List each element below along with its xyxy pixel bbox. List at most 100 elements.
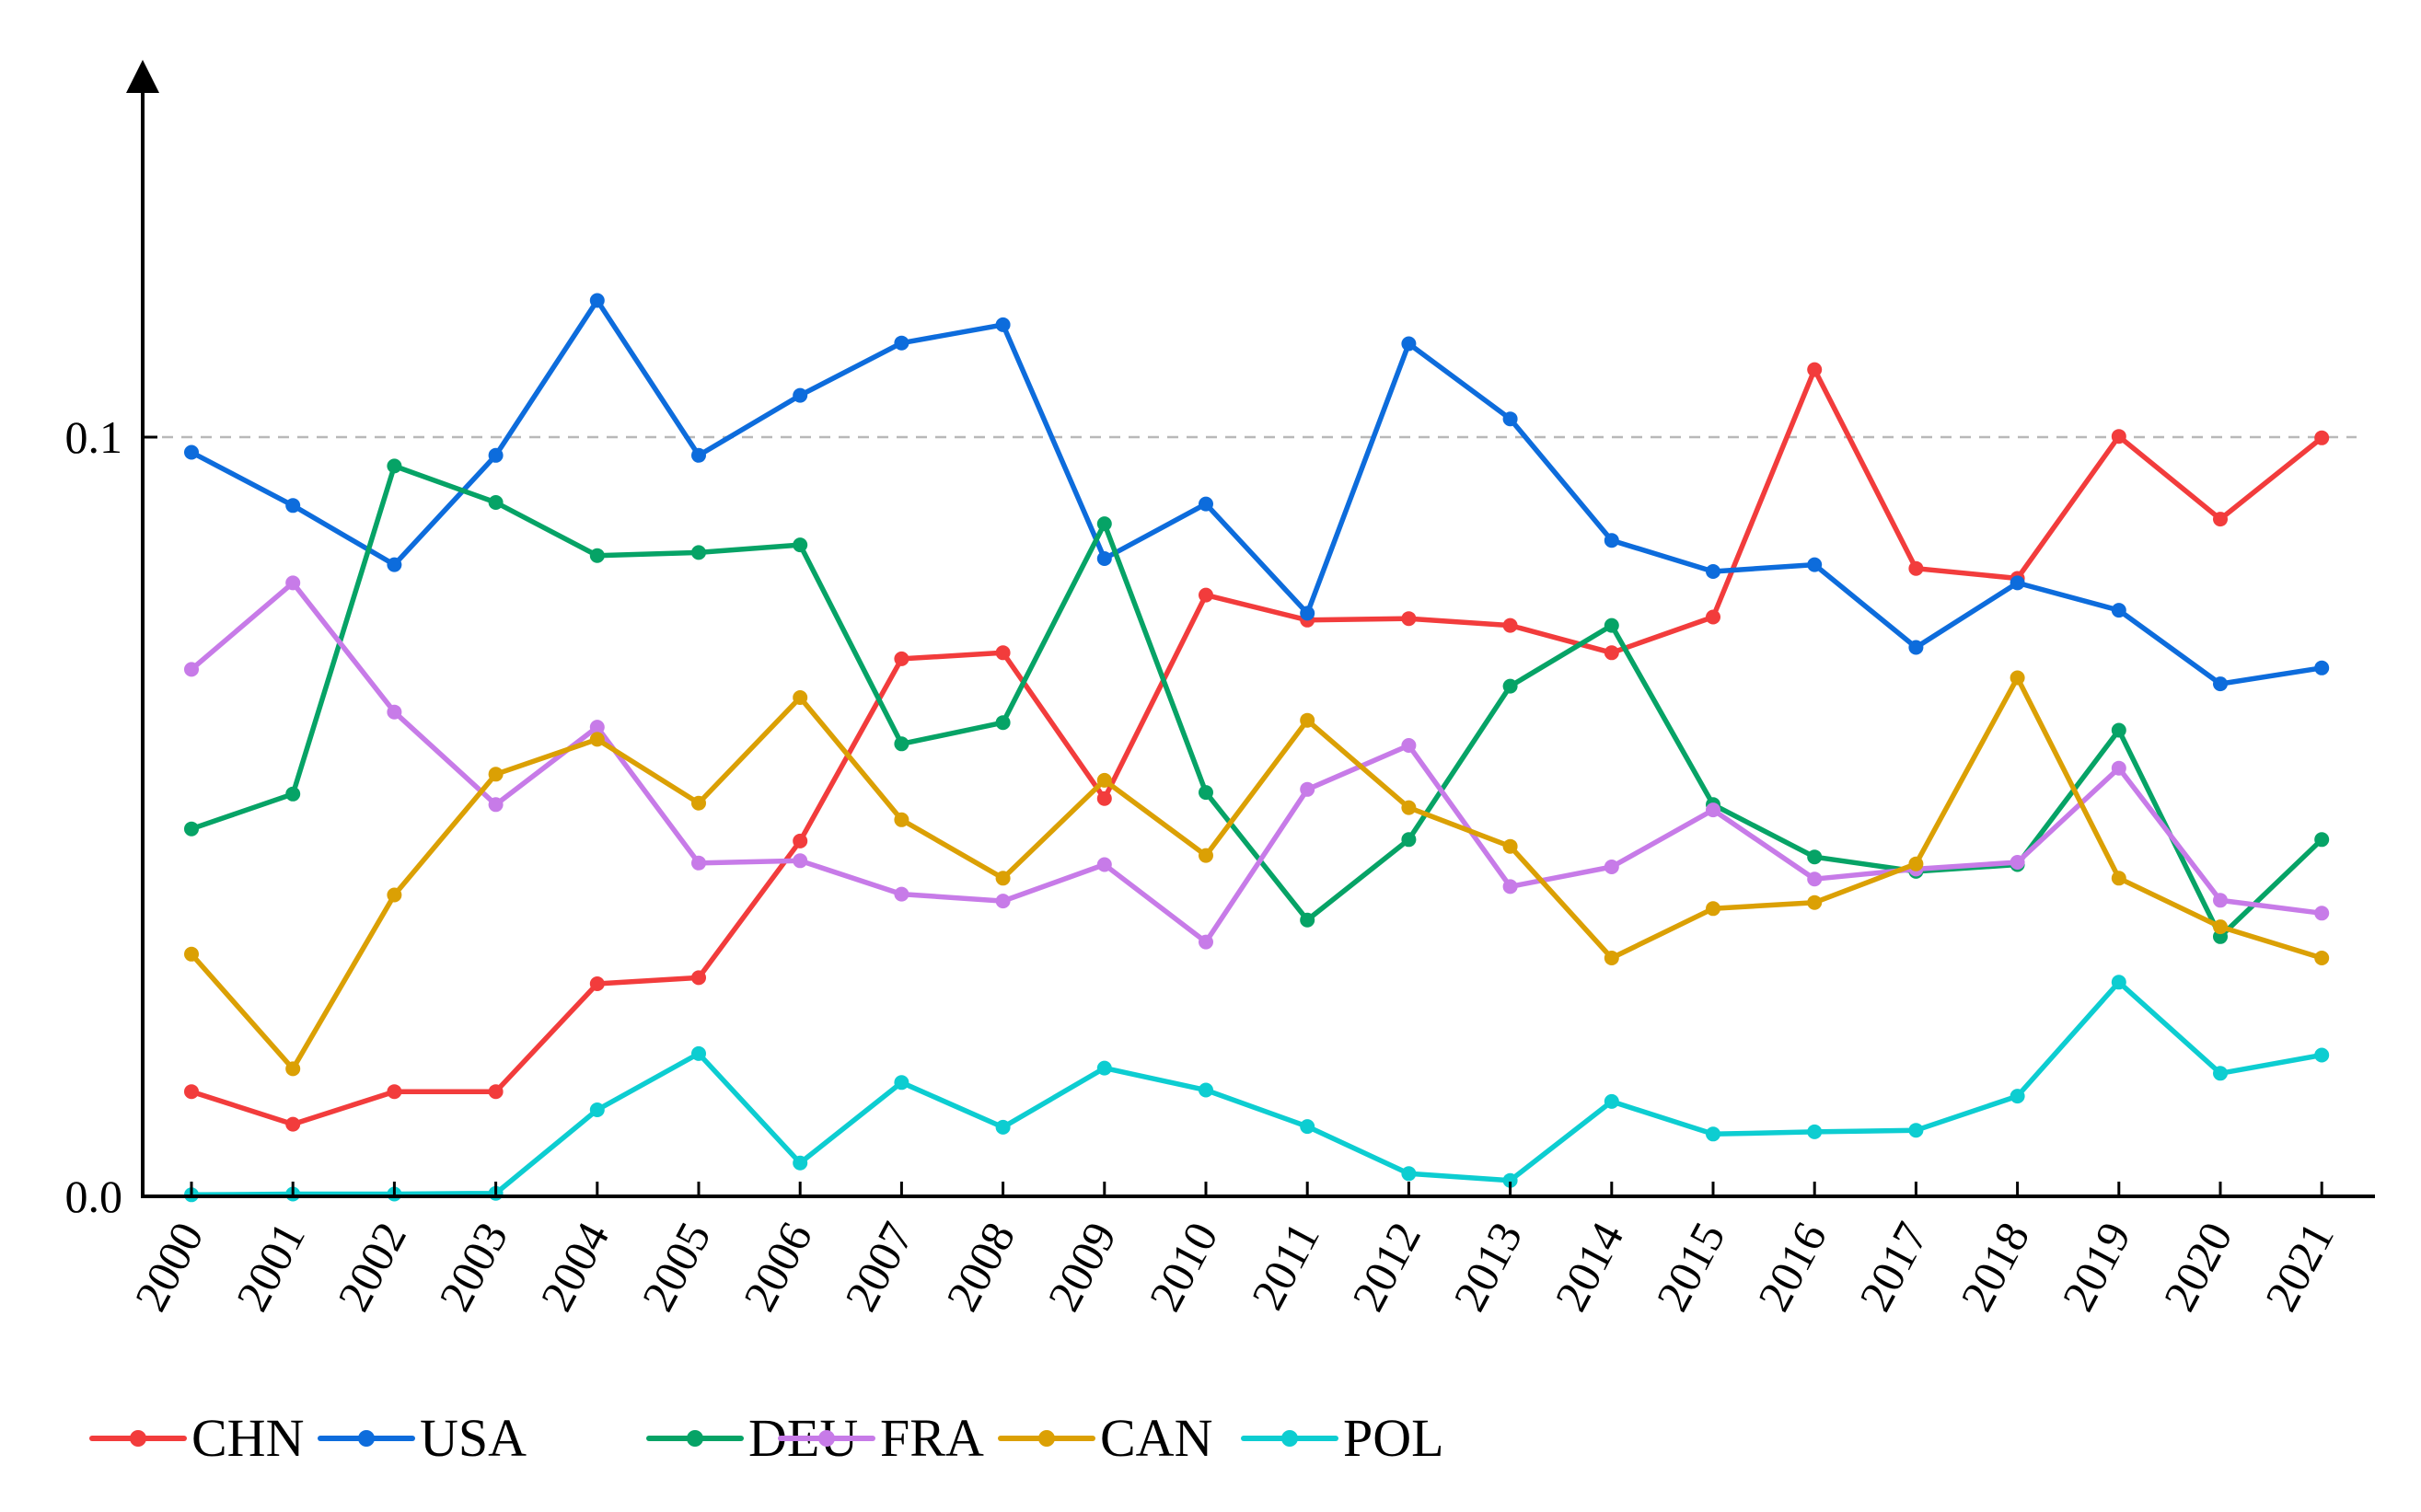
x-tick-label-2015: 2015 [1646, 1214, 1734, 1320]
x-tick-label-2007: 2007 [835, 1214, 923, 1320]
series-line-fra [189, 580, 2324, 945]
data-point-can-2001 [285, 1061, 301, 1077]
data-point-pol-2019 [2111, 975, 2126, 990]
data-point-chn-2006 [793, 833, 808, 848]
data-point-pol-2015 [1706, 1126, 1720, 1142]
series-pol [184, 975, 2330, 1203]
data-point-usa-2021 [2314, 660, 2330, 675]
data-point-usa-2009 [1096, 551, 1112, 566]
data-point-fra-2009 [1096, 857, 1112, 872]
legend-item-chn: CHN [89, 1408, 304, 1468]
data-point-usa-2003 [488, 447, 504, 463]
data-point-can-2008 [995, 871, 1011, 886]
x-tick-label-2020: 2020 [2153, 1214, 2241, 1320]
data-point-can-2006 [793, 690, 808, 705]
data-point-pol-2013 [1502, 1172, 1518, 1188]
data-point-can-2015 [1706, 901, 1720, 917]
data-point-deu-2011 [1300, 912, 1315, 928]
x-tick-label-2011: 2011 [1241, 1214, 1329, 1318]
data-point-fra-2002 [387, 704, 402, 720]
x-tick-label-2017: 2017 [1849, 1214, 1938, 1320]
data-point-deu-2021 [2314, 832, 2330, 848]
data-point-pol-2010 [1199, 1082, 1213, 1098]
y-ticks: 0.0 0.1 [65, 411, 157, 1222]
data-point-deu-2001 [285, 786, 301, 802]
series-can [184, 670, 2330, 1077]
y-axis-arrow-icon [126, 60, 159, 93]
data-point-usa-2005 [691, 447, 706, 463]
x-tick-label-2006: 2006 [734, 1214, 822, 1320]
data-point-can-2018 [2010, 670, 2025, 686]
legend-item-can: CAN [998, 1408, 1212, 1468]
data-point-can-2000 [184, 946, 199, 962]
data-point-usa-2008 [995, 317, 1011, 332]
data-point-chn-2014 [1604, 645, 1619, 661]
data-point-can-2011 [1300, 712, 1315, 728]
data-point-usa-2007 [894, 335, 909, 351]
data-point-pol-2014 [1604, 1093, 1619, 1109]
data-point-pol-2004 [589, 1102, 605, 1117]
x-ticks: 2000 2001 2002 2003 2004 2005 2006 2007 2008 2009… [124, 1182, 2344, 1319]
data-point-fra-2001 [285, 575, 301, 591]
data-point-pol-2006 [793, 1155, 808, 1171]
data-point-fra-2011 [1300, 781, 1315, 797]
data-point-usa-2014 [1604, 533, 1619, 548]
x-tick-label-2005: 2005 [631, 1214, 720, 1320]
data-point-pol-2012 [1401, 1166, 1417, 1182]
data-point-fra-2003 [488, 797, 504, 813]
legend-label-usa: USA [420, 1408, 527, 1468]
data-point-pol-2021 [2314, 1047, 2330, 1063]
data-point-chn-2017 [1908, 560, 1924, 576]
x-tick-label-2021: 2021 [2255, 1214, 2344, 1320]
series-layer [184, 293, 2330, 1203]
data-point-fra-2006 [793, 853, 808, 869]
data-point-usa-2001 [285, 498, 301, 514]
data-point-usa-2017 [1908, 640, 1924, 655]
x-tick-label-2013: 2013 [1443, 1214, 1532, 1320]
data-point-chn-2013 [1502, 617, 1518, 633]
legend-label-chn: CHN [191, 1408, 304, 1468]
data-point-deu-2019 [2111, 722, 2126, 738]
legend-marker-can [1038, 1430, 1055, 1447]
series-line-chn [189, 366, 2324, 1127]
legend-marker-chn [130, 1430, 146, 1447]
legend-marker-fra [818, 1430, 835, 1447]
data-point-fra-2019 [2111, 760, 2126, 776]
data-point-deu-2013 [1502, 678, 1518, 694]
data-point-chn-2004 [589, 976, 605, 991]
data-point-usa-2018 [2010, 575, 2025, 591]
data-point-chn-2007 [894, 651, 909, 666]
x-tick-label-2009: 2009 [1037, 1214, 1126, 1320]
x-tick-label-2019: 2019 [2052, 1214, 2140, 1320]
data-point-can-2017 [1908, 856, 1924, 871]
data-point-pol-2016 [1807, 1124, 1823, 1139]
x-tick-label-2002: 2002 [328, 1214, 416, 1320]
data-point-chn-2012 [1401, 611, 1417, 627]
x-tick-label-2003: 2003 [429, 1214, 517, 1320]
legend-label-pol: POL [1343, 1408, 1444, 1468]
data-point-deu-2004 [589, 548, 605, 563]
x-tick-label-2010: 2010 [1139, 1214, 1227, 1320]
data-point-fra-2007 [894, 886, 909, 902]
legend-marker-deu [687, 1430, 703, 1447]
data-point-fra-2013 [1502, 879, 1518, 895]
data-point-fra-2012 [1401, 738, 1417, 753]
data-point-usa-2013 [1502, 411, 1518, 427]
data-point-can-2019 [2111, 871, 2126, 886]
data-point-can-2002 [387, 887, 402, 903]
data-point-can-2005 [691, 795, 706, 811]
data-point-can-2012 [1401, 800, 1417, 815]
data-point-pol-2011 [1300, 1119, 1315, 1135]
y-tick-label: 0.1 [65, 411, 123, 463]
x-tick-label-2000: 2000 [124, 1214, 213, 1320]
legend-item-pol: POL [1241, 1408, 1444, 1468]
data-point-pol-2009 [1096, 1060, 1112, 1076]
data-point-usa-2002 [387, 557, 402, 572]
x-tick-label-2001: 2001 [226, 1214, 315, 1320]
data-point-chn-2002 [387, 1084, 402, 1100]
data-point-fra-2004 [589, 720, 605, 735]
data-point-can-2007 [894, 812, 909, 827]
data-point-fra-2008 [995, 894, 1011, 909]
data-point-can-2009 [1096, 772, 1112, 788]
